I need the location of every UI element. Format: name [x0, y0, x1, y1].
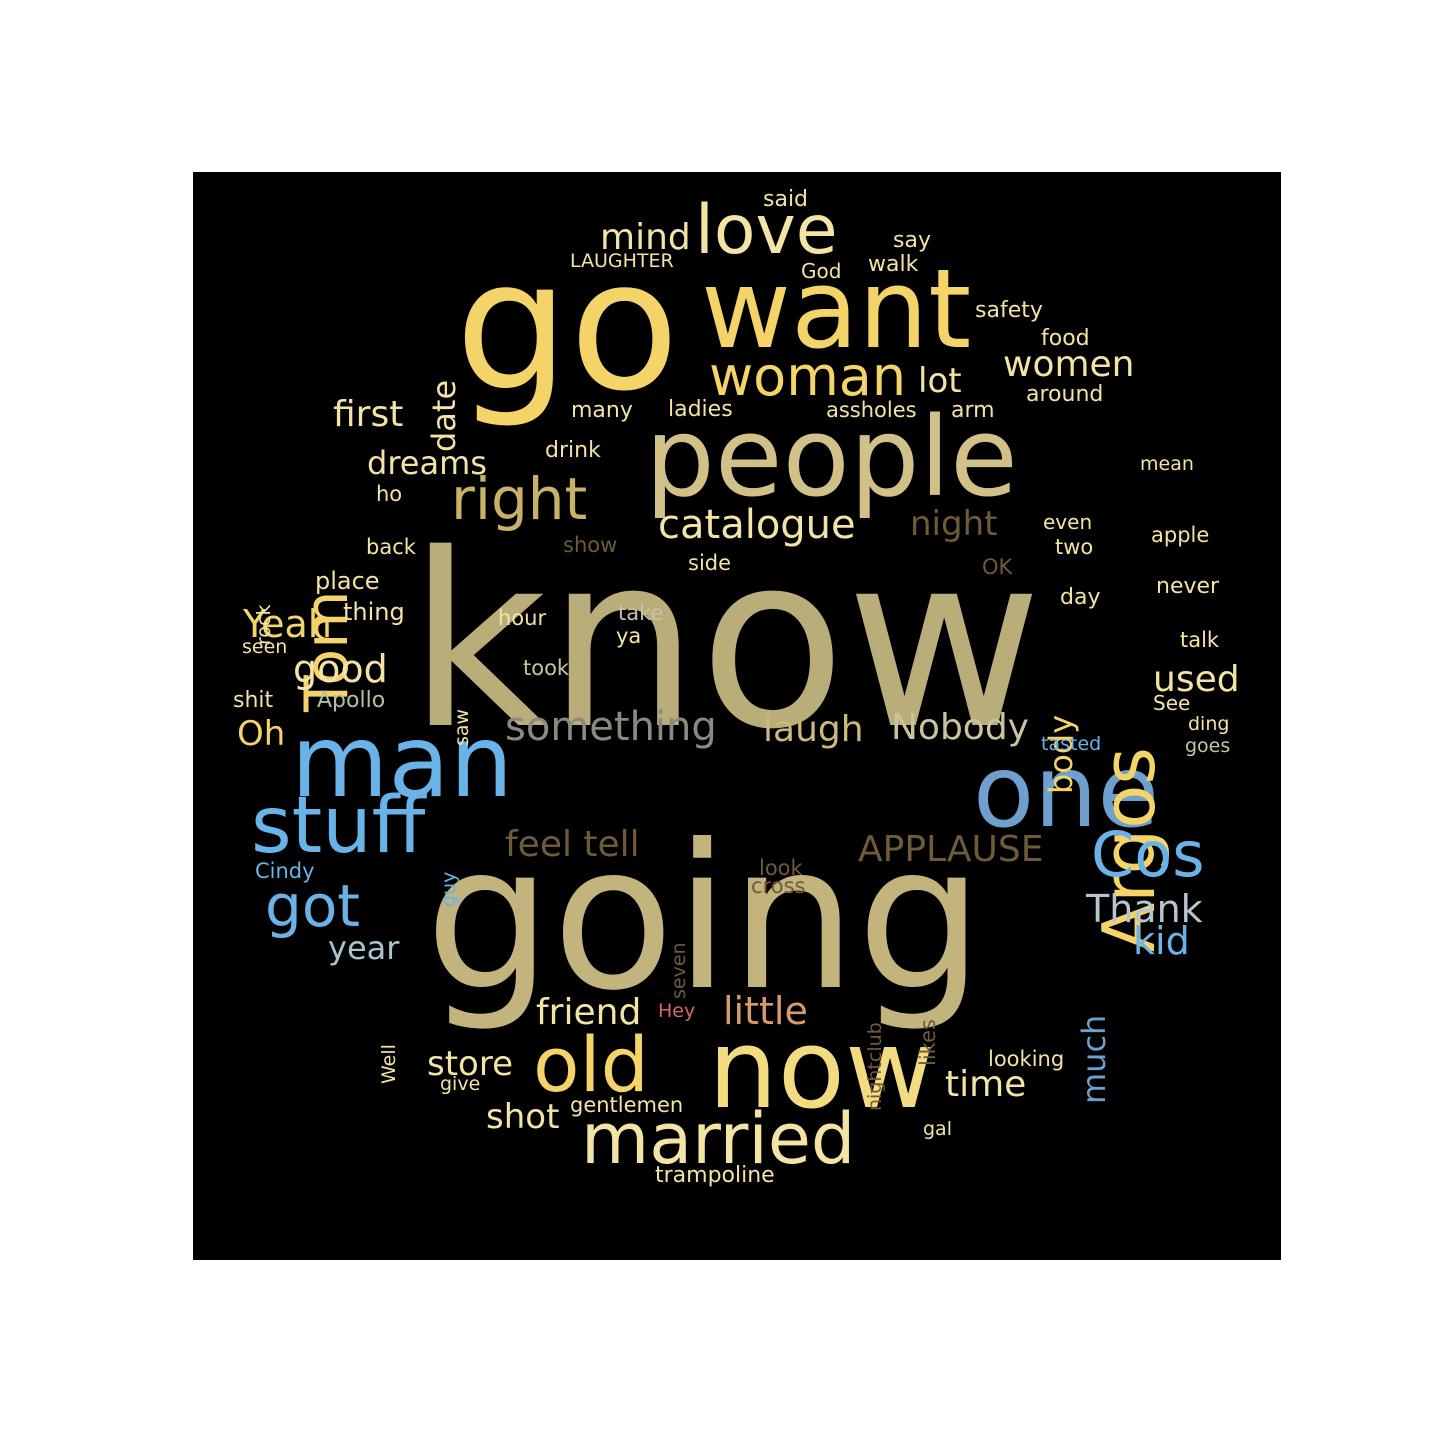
word-kid: kid — [1133, 919, 1190, 963]
word-gal: gal — [923, 1118, 952, 1140]
word-arm: arm — [951, 398, 995, 423]
word-store: store — [427, 1044, 513, 1084]
word-assholes: assholes — [826, 398, 917, 422]
word-seen: seen — [242, 636, 288, 658]
word-date: date — [425, 379, 463, 452]
word-guy: guy — [438, 871, 460, 907]
word-got: got — [265, 872, 361, 940]
word-talk: talk — [1180, 628, 1220, 652]
word-show: show — [563, 533, 618, 557]
word-mind: mind — [600, 217, 691, 258]
word-apple: apple — [1151, 523, 1210, 547]
word-time: time — [945, 1064, 1027, 1105]
word-nightclub: nightclub — [864, 1022, 886, 1111]
word-look: look — [759, 856, 803, 880]
word-women: women — [1003, 344, 1135, 385]
word-laugh: laugh — [763, 709, 864, 750]
word-walk: walk — [868, 252, 919, 277]
word-something: something — [505, 704, 717, 750]
word-saw: saw — [451, 708, 473, 746]
word-hour: hour — [498, 606, 547, 630]
word-well: Well — [378, 1044, 400, 1084]
word-right: right — [451, 465, 588, 533]
word-friend: friend — [536, 992, 642, 1033]
word-know: know — [408, 502, 1043, 782]
word-cross: cross — [751, 874, 806, 898]
word-night: night — [910, 504, 998, 544]
word-nobody: Nobody — [891, 707, 1029, 748]
word-took: took — [523, 656, 570, 680]
word-old: old — [533, 1020, 649, 1109]
word-little: little — [723, 989, 808, 1033]
word-yeah: Yeah — [243, 602, 332, 646]
word-ding: ding — [1188, 713, 1230, 735]
word-see: See — [1153, 691, 1191, 715]
word-dreams: dreams — [367, 444, 487, 482]
word-food: food — [1041, 326, 1090, 351]
word-side: side — [688, 551, 732, 575]
word-one: one — [973, 733, 1160, 850]
word-much: much — [1075, 1014, 1113, 1104]
word-seven: seven — [668, 942, 690, 999]
word-shit: shit — [233, 688, 274, 713]
word-safety: safety — [975, 298, 1043, 323]
word-god: God — [801, 259, 842, 283]
word-apollo: Apollo — [317, 688, 386, 713]
word-say: say — [893, 228, 931, 253]
word-feel-tell: feel tell — [505, 824, 640, 865]
word-tasted: tasted — [1041, 733, 1102, 755]
word-ya: ya — [616, 624, 642, 648]
word-cos: Cos — [1091, 818, 1205, 891]
word-never: never — [1156, 574, 1220, 599]
word-likes: likes — [916, 1019, 940, 1066]
word-two: two — [1055, 535, 1094, 559]
word-hey: Hey — [658, 1000, 696, 1022]
word-gentlemen: gentlemen — [570, 1093, 684, 1117]
word-year: year — [328, 929, 400, 967]
word-lot: lot — [918, 361, 962, 401]
word-going: going — [425, 802, 984, 1035]
word-thank: Thank — [1086, 887, 1203, 931]
word-laughter: LAUGHTER — [570, 250, 674, 272]
word-married: married — [581, 1098, 856, 1180]
word-oh: Oh — [237, 714, 286, 754]
word-even: even — [1043, 510, 1093, 534]
word-drink: drink — [545, 438, 601, 463]
word-ladies: ladies — [668, 397, 733, 422]
word-looking: looking — [988, 1047, 1065, 1071]
word-love: love — [695, 191, 838, 270]
word-goes: goes — [1185, 735, 1231, 757]
word-back: back — [366, 535, 416, 559]
word-want: want — [701, 245, 972, 373]
word-catalogue: catalogue — [658, 502, 856, 548]
word-day: day — [1060, 585, 1101, 610]
word-place: place — [315, 567, 380, 595]
word-man: man — [291, 703, 514, 820]
word-trampoline: trampoline — [655, 1163, 775, 1188]
word-give: give — [440, 1073, 481, 1095]
word-rock: rock — [253, 604, 275, 645]
word-ok: OK — [982, 555, 1013, 579]
word-many: many — [571, 398, 633, 423]
word-mean: mean — [1140, 453, 1194, 475]
word-people: people — [645, 393, 1018, 521]
word-said: said — [763, 187, 809, 212]
word-now: now — [708, 1005, 935, 1133]
word-ho: ho — [376, 482, 403, 506]
word-take: take — [618, 601, 664, 625]
word-woman: woman — [709, 345, 907, 408]
word-go: go — [455, 222, 680, 431]
word-cloud-canvas: know going go people want now man one st… — [193, 172, 1281, 1260]
word-applause: APPLAUSE — [858, 829, 1044, 870]
word-shot: shot — [486, 1097, 560, 1137]
word-thing: thing — [343, 598, 405, 626]
word-used: used — [1153, 659, 1240, 700]
word-cindy: Cindy — [255, 859, 315, 883]
word-good: good — [293, 647, 388, 691]
word-around: around — [1026, 382, 1104, 407]
word-stuff: stuff — [251, 781, 426, 871]
word-first: first — [333, 394, 404, 435]
